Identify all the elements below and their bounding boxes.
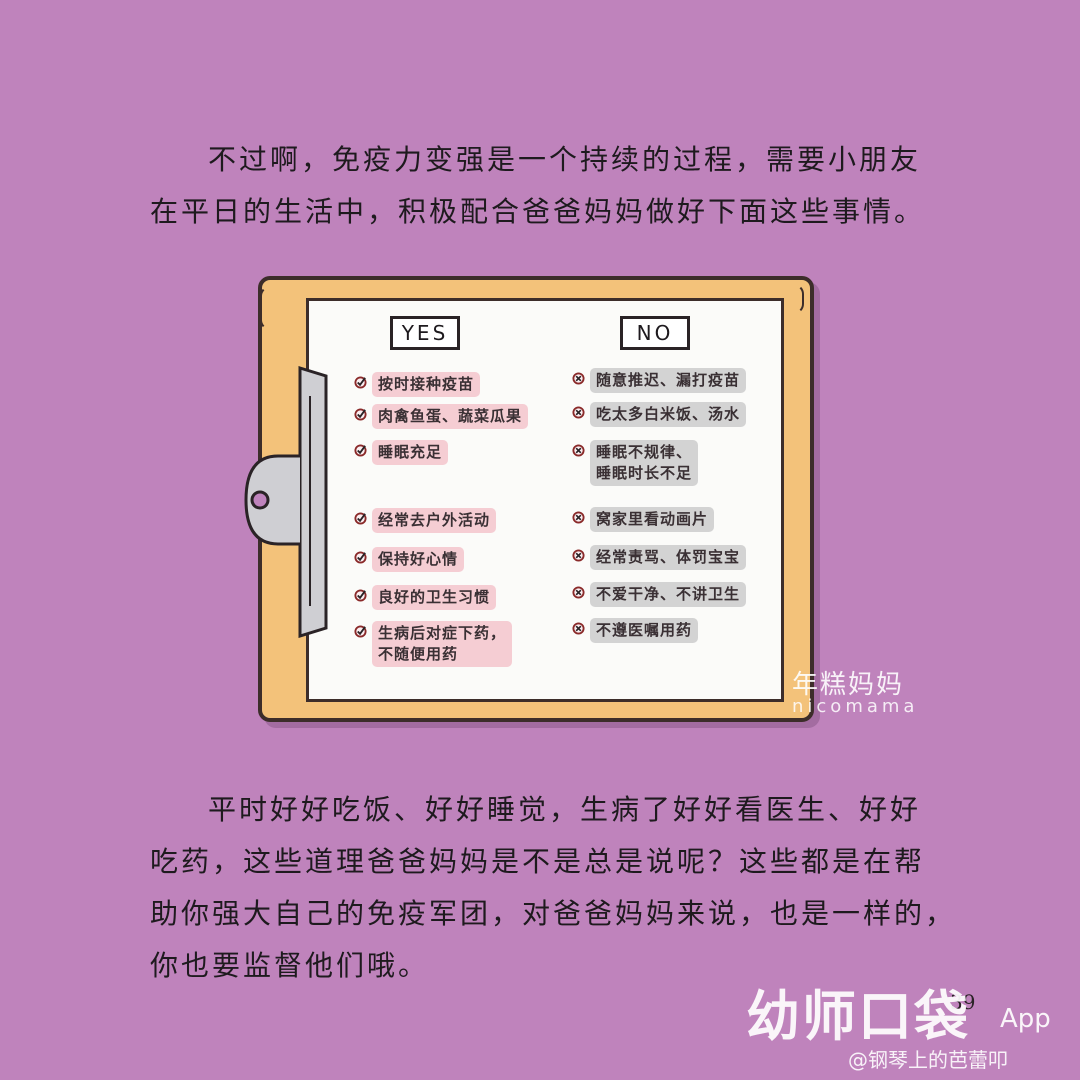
no-column-header: NO	[620, 316, 690, 350]
intro-line: 不过啊，免疫力变强是一个持续的过程，需要小朋友	[208, 143, 922, 176]
outro-paragraph: 平时好好吃饭、好好睡觉，生病了好好看医生、好好 吃药，这些道理爸爸妈妈是不是总是…	[150, 784, 957, 992]
watermark-app-name: 幼师口袋	[746, 985, 970, 1048]
watermark-app-suffix: App	[1000, 1004, 1051, 1034]
intro-line: 在平日的生活中，积极配合爸爸妈妈做好下面这些事情。	[150, 195, 926, 228]
no-item-text: 窝家里看动画片	[596, 510, 709, 528]
no-item-text: 经常责骂、体罚宝宝	[596, 548, 741, 566]
cross-bullet-icon	[572, 511, 585, 524]
yes-item-text: 经常去户外活动	[378, 511, 491, 529]
outro-line: 你也要监督他们哦。	[150, 949, 430, 982]
outro-line: 助你强大自己的免疫军团，对爸爸妈妈来说，也是一样的，	[150, 897, 957, 930]
cross-bullet-icon	[572, 549, 585, 562]
page-number: 39	[950, 990, 976, 1014]
check-bullet-icon	[354, 444, 367, 457]
intro-paragraph: 不过啊，免疫力变强是一个持续的过程，需要小朋友 在平日的生活中，积极配合爸爸妈妈…	[150, 134, 940, 238]
no-item-text: 吃太多白米饭、汤水	[596, 405, 741, 423]
no-item-text: 睡眠时长不足	[596, 464, 693, 482]
cross-bullet-icon	[572, 406, 585, 419]
check-bullet-icon	[354, 376, 367, 389]
cross-bullet-icon	[572, 372, 585, 385]
watermark-username: @钢琴上的芭蕾叩	[848, 1048, 1008, 1072]
check-bullet-icon	[354, 512, 367, 525]
watermark-logo-sub: nicomama	[792, 696, 919, 717]
watermark-logo: 年糕妈妈	[792, 670, 905, 700]
yes-item-text: 良好的卫生习惯	[378, 588, 491, 606]
yes-item-text: 不随便用药	[378, 645, 459, 663]
cross-bullet-icon	[572, 444, 585, 457]
yes-item-text: 按时接种疫苗	[378, 375, 475, 393]
outro-line: 吃药，这些道理爸爸妈妈是不是总是说呢？这些都是在帮	[150, 845, 926, 878]
clip-icon	[244, 366, 328, 638]
yes-item-text: 睡眠充足	[378, 443, 443, 461]
yes-item-text: 生病后对症下药，	[378, 624, 507, 642]
check-bullet-icon	[354, 551, 367, 564]
no-item-text: 随意推迟、漏打疫苗	[596, 371, 741, 389]
yes-column-header: YES	[390, 316, 460, 350]
no-item-text: 睡眠不规律、	[596, 443, 693, 461]
cross-bullet-icon	[572, 586, 585, 599]
outro-line: 平时好好吃饭、好好睡觉，生病了好好看医生、好好	[208, 793, 922, 826]
check-bullet-icon	[354, 408, 367, 421]
no-item-text: 不爱干净、不讲卫生	[596, 585, 741, 603]
cross-bullet-icon	[572, 622, 585, 635]
no-item-text: 不遵医嘱用药	[596, 621, 693, 639]
yes-item-text: 肉禽鱼蛋、蔬菜瓜果	[378, 407, 523, 425]
check-bullet-icon	[354, 589, 367, 602]
check-bullet-icon	[354, 625, 367, 638]
yes-item-text: 保持好心情	[378, 550, 459, 568]
